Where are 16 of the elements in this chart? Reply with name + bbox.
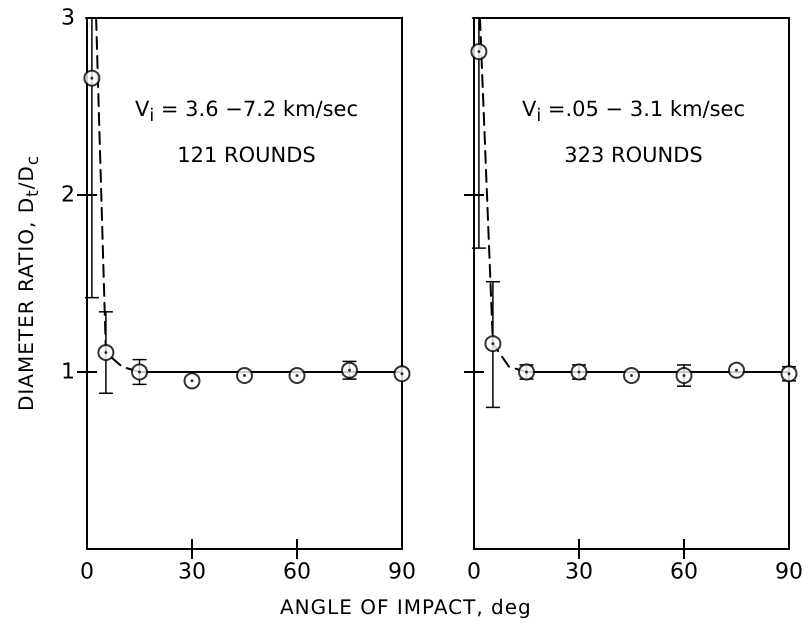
x-tick-label: 60 (670, 560, 698, 584)
y-tick-label: 3 (61, 6, 75, 30)
x-tick-label: 90 (775, 560, 803, 584)
x-tick-label: 0 (467, 560, 481, 584)
x-tick-label: 0 (80, 560, 94, 584)
x-axis-title: ANGLE OF IMPACT, deg (280, 595, 532, 619)
annotation: V$_{i}$ = 3.6 −7.2 km/sec (134, 96, 360, 128)
annotation: V$_{i}$ =.05 − 3.1 km/sec (520, 96, 746, 128)
y-tick-label: 2 (61, 182, 75, 208)
x-tick-label: 30 (565, 560, 593, 584)
y-tick-label: 1 (61, 360, 75, 384)
annotation: 121 ROUNDS (176, 142, 317, 169)
annotation: 323 ROUNDS (563, 142, 704, 169)
x-tick-label: 60 (283, 560, 311, 584)
x-tick-label: 90 (388, 560, 416, 584)
x-tick-label: 30 (178, 560, 206, 584)
